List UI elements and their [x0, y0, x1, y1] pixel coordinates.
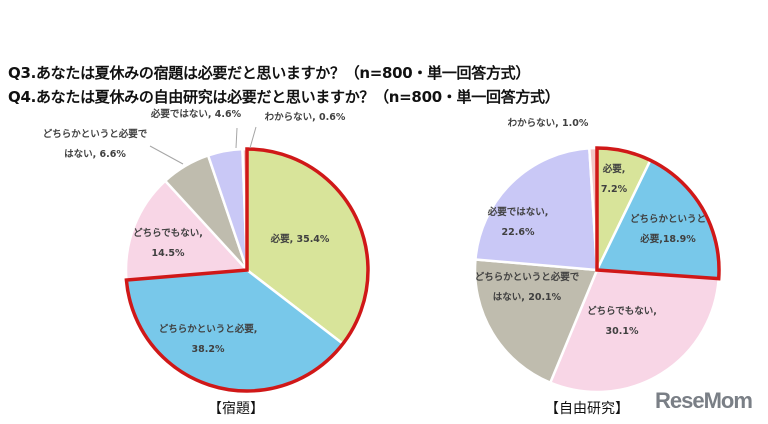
data-label: どちらでもない, 30.1% [587, 306, 657, 337]
data-label: 必要ではない, 4.6% [150, 109, 242, 120]
data-label: わからない, 0.6% [264, 112, 346, 123]
data-label: どちらでもない, 14.5% [133, 228, 203, 259]
leader-line [249, 126, 257, 149]
data-label: どちらかというと必要で はない, 6.6% [42, 129, 148, 160]
pie-slice-homework-2 [124, 179, 250, 282]
resemom-logo: ReseMom [655, 388, 753, 413]
data-label: 必要, 7.2% [600, 164, 628, 195]
highlight-outline [595, 146, 721, 281]
question-title-q4: Q4.あなたは夏休みの自由研究は必要だと思いますか？（n=800・単一回答方式） [8, 88, 560, 106]
leader-line [149, 145, 184, 165]
pie-slice-research-4 [474, 146, 599, 272]
data-label: どちらかというと必要で はない, 20.1% [474, 272, 580, 303]
pie-slice-research-2 [548, 268, 721, 394]
chart-caption-homework: 【宿題】 [208, 401, 264, 417]
data-label: どちらかというと 必要,18.9% [629, 214, 707, 245]
data-label: どちらかというと必要, 38.2% [158, 324, 258, 355]
data-label: 必要ではない, 22.6% [487, 207, 549, 238]
highlight-outline [124, 147, 370, 393]
pie-slice-research-3 [473, 258, 599, 385]
leader-line [235, 127, 238, 149]
data-label: わからない, 1.0% [507, 118, 589, 129]
data-label: 必要, 35.4% [270, 234, 330, 245]
question-title-q3: Q3.あなたは夏休みの宿題は必要だと思いますか？（n=800・単一回答方式） [8, 64, 531, 82]
chart-caption-research: 【自由研究】 [545, 401, 629, 417]
